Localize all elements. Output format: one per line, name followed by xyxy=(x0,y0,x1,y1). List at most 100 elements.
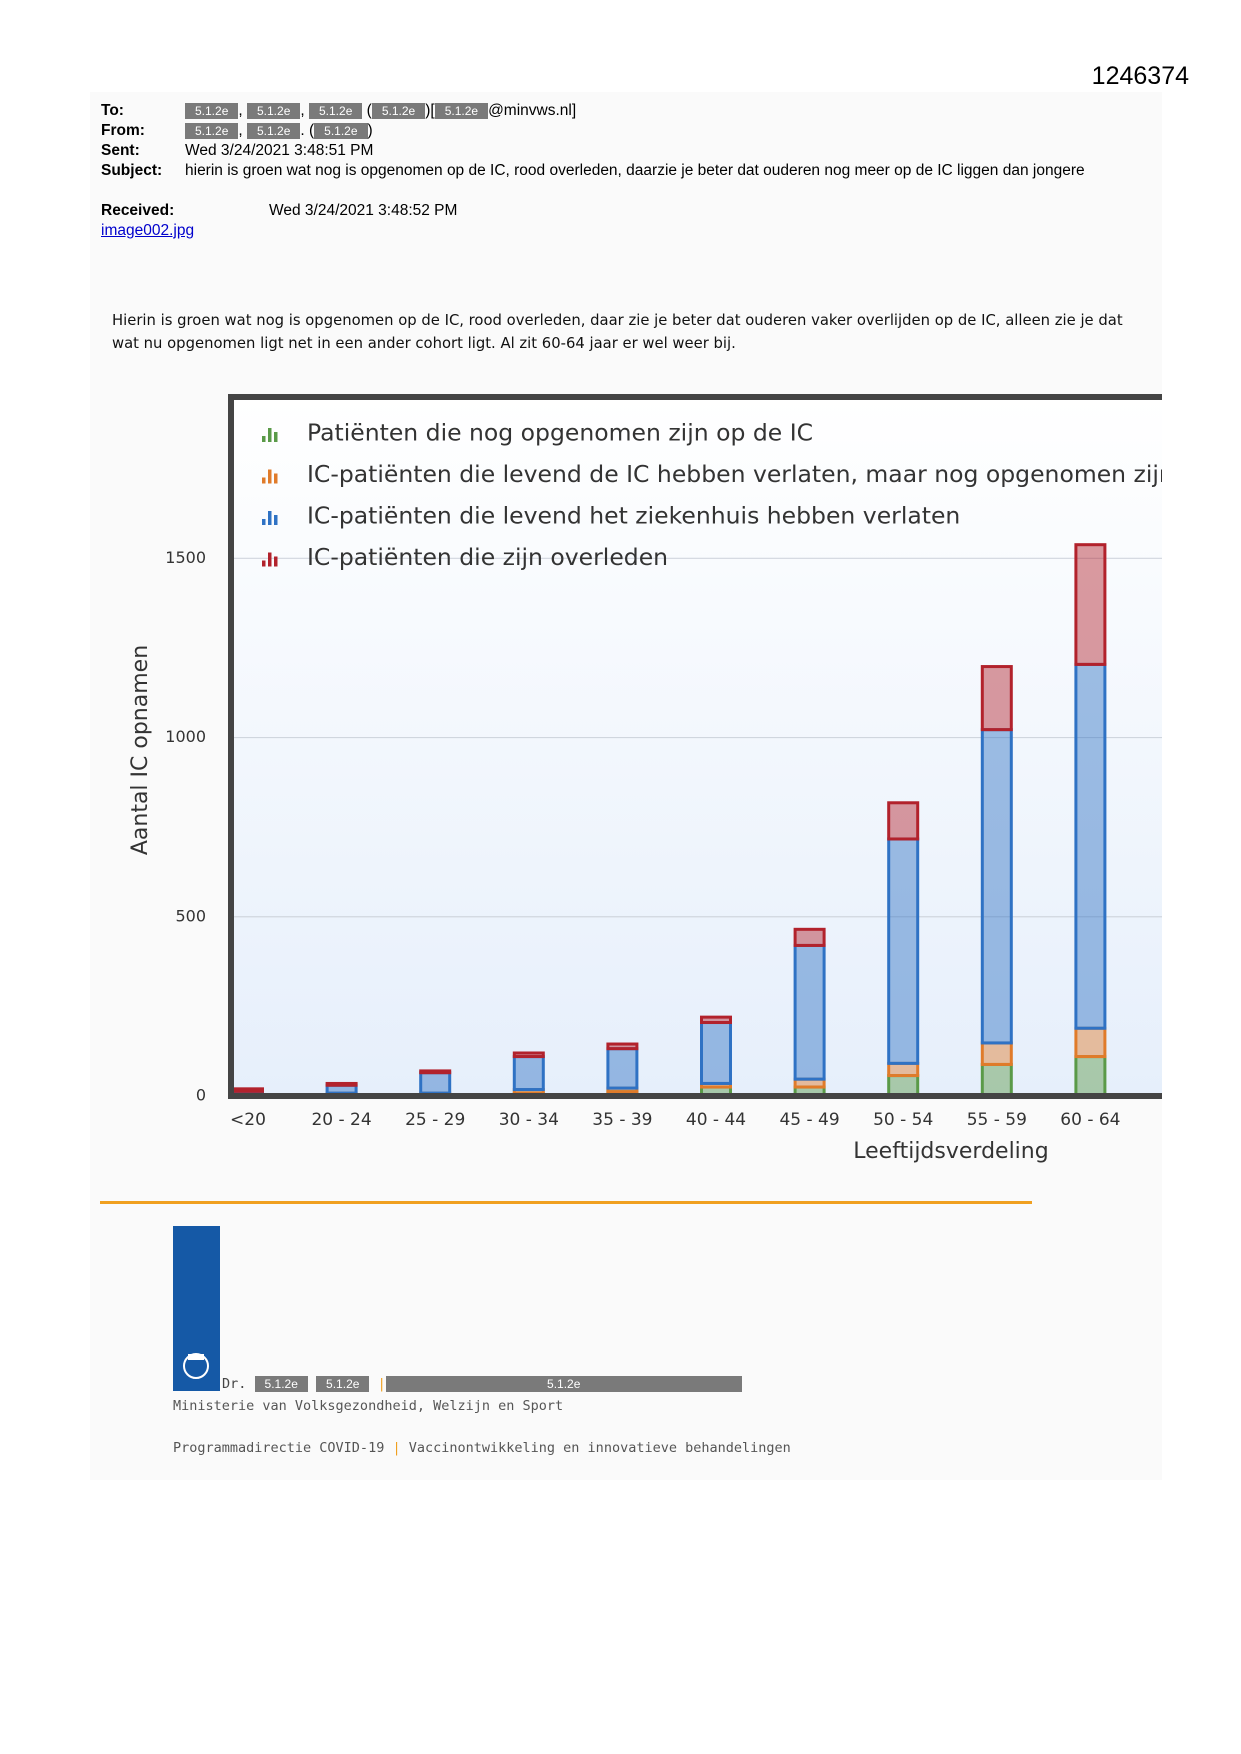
bar-segment xyxy=(980,1062,1013,1098)
redaction: 5.1.2e xyxy=(247,123,301,139)
logo xyxy=(173,1226,220,1391)
x-axis-label: Leeftijdsverdeling xyxy=(853,1139,1048,1164)
x-tick-label: 25 - 29 xyxy=(405,1110,465,1130)
bar-segment xyxy=(325,1081,358,1087)
legend-label: IC-patiënten die levend het ziekenhuis h… xyxy=(307,502,960,530)
chart: <20 20 - 24 25 - 29 30 - 34 35 - 39 40 - 44 45… xyxy=(128,394,1174,1164)
redaction: 5.1.2e xyxy=(185,103,239,119)
bar-segment xyxy=(1074,1026,1107,1059)
bar-segment xyxy=(980,728,1013,1045)
bar-segment xyxy=(419,1071,452,1095)
sent-row: Sent: Wed 3/24/2021 3:48:51 PM xyxy=(101,141,1141,161)
legend-icon xyxy=(262,519,266,525)
department: Programmadirectie COVID-19 xyxy=(173,1440,385,1456)
legend-icon xyxy=(268,428,272,442)
plot-frame xyxy=(228,394,1162,1099)
redaction: 5.1.2e xyxy=(385,1376,742,1392)
unit: Vaccinontwikkeling en innovatieve behand… xyxy=(408,1440,791,1456)
legend-icon xyxy=(262,436,266,442)
bar-segment xyxy=(606,1042,639,1051)
bar-segment xyxy=(887,837,920,1065)
separator: | xyxy=(377,1376,386,1392)
bar-segment xyxy=(887,801,920,841)
title: Dr. xyxy=(222,1376,247,1392)
y-axis-label: Aantal IC opnamen xyxy=(128,645,153,855)
field-value: 5.1.2e, 5.1.2e. (5.1.2e) xyxy=(185,122,373,139)
field-label: From: xyxy=(101,122,145,139)
document-id: 1246374 xyxy=(1091,62,1189,90)
x-tick-label: <20 xyxy=(230,1110,266,1130)
x-tick-label: 20 - 24 xyxy=(311,1110,371,1130)
x-tick-label: 30 - 34 xyxy=(499,1110,559,1130)
signature-line: Dr. 5.1.2e 5.1.2e | 5.1.2e xyxy=(222,1376,742,1392)
to-row: To: 5.1.2e, 5.1.2e, 5.1.2e (5.1.2e)[5.1.2… xyxy=(101,101,1141,121)
bar-segment xyxy=(980,1041,1013,1066)
redaction: 5.1.2e xyxy=(309,103,363,119)
bar-segment xyxy=(793,943,826,1081)
legend-label: IC-patiënten die levend de IC hebben ver… xyxy=(307,460,1174,488)
field-value: hierin is groen wat nog is opgenomen op … xyxy=(185,162,1085,179)
text: , xyxy=(238,102,247,119)
bar-segment xyxy=(1074,543,1107,666)
legend-icon xyxy=(268,552,272,567)
redaction: 5.1.2e xyxy=(314,123,368,139)
redaction: 5.1.2e xyxy=(254,1376,308,1392)
x-tick-label: 35 - 39 xyxy=(592,1110,652,1130)
text: , xyxy=(238,122,247,139)
y-tick-label: 0 xyxy=(196,1086,206,1105)
subject-row: Subject: hierin is groen wat nog is opgen… xyxy=(101,161,1141,181)
redaction: 5.1.2e xyxy=(434,103,489,119)
bar-segment xyxy=(700,1021,732,1085)
from-row: From: 5.1.2e, 5.1.2e. (5.1.2e) xyxy=(101,121,1141,141)
y-tick-label: 1000 xyxy=(165,727,206,746)
body-text: Hierin is groen wat nog is opgenomen op … xyxy=(112,312,1123,352)
field-label: Received: xyxy=(101,202,175,219)
attachment-link[interactable]: image002.jpg xyxy=(101,222,195,239)
received-row: Received: Wed 3/24/2021 3:48:52 PM xyxy=(101,201,1141,221)
text: )[ xyxy=(425,102,435,119)
text: ( xyxy=(362,102,372,119)
legend-icon xyxy=(262,477,266,484)
legend-icon xyxy=(274,473,278,484)
legend-icon xyxy=(274,556,278,567)
redaction: 5.1.2e xyxy=(371,103,426,119)
text: ) xyxy=(367,122,373,139)
bar-segment xyxy=(793,927,826,947)
bar-segment xyxy=(232,1087,264,1093)
legend-icon xyxy=(274,432,278,442)
y-tick-label: 500 xyxy=(175,906,206,925)
x-tick-label: 60 - 64 xyxy=(1060,1110,1120,1130)
legend-icon xyxy=(268,469,272,484)
bar-segment xyxy=(700,1015,732,1025)
bar-segment xyxy=(887,1061,920,1078)
text: , xyxy=(300,102,309,119)
text: @minvws.nl] xyxy=(488,102,577,119)
field-value: Wed 3/24/2021 3:48:52 PM xyxy=(269,202,458,219)
field-value: 5.1.2e, 5.1.2e, 5.1.2e (5.1.2e)[5.1.2e @m… xyxy=(185,102,576,119)
bar-segment xyxy=(887,1074,920,1098)
plot-background xyxy=(231,397,1162,1096)
redaction: 5.1.2e xyxy=(247,103,301,119)
legend-icon xyxy=(268,511,272,525)
divider xyxy=(100,1201,1032,1204)
redaction: 5.1.2e xyxy=(316,1376,370,1392)
bar-segment xyxy=(606,1047,639,1090)
logo-emblem xyxy=(183,1353,209,1379)
field-label: To: xyxy=(101,102,124,119)
legend-label: Patiënten die nog opgenomen zijn op de I… xyxy=(307,419,813,447)
chart-area: <20 20 - 24 25 - 29 30 - 34 35 - 39 40 - 44 45… xyxy=(228,394,1174,1164)
bar-segment xyxy=(1074,1055,1107,1098)
bar-segment xyxy=(980,665,1013,732)
legend-label: IC-patiënten die zijn overleden xyxy=(307,543,668,571)
x-tick-label: 40 - 44 xyxy=(686,1110,746,1130)
x-tick-label: 55 - 59 xyxy=(967,1110,1027,1130)
field-value: Wed 3/24/2021 3:48:51 PM xyxy=(185,142,374,159)
x-tick-label: 50 - 54 xyxy=(873,1110,933,1130)
field-label: Subject: xyxy=(101,162,163,179)
redaction: 5.1.2e xyxy=(185,123,239,139)
bar-segment xyxy=(419,1069,452,1075)
bar-segment xyxy=(1074,662,1107,1030)
legend-icon xyxy=(274,515,278,525)
y-tick-label: 1500 xyxy=(165,548,206,567)
